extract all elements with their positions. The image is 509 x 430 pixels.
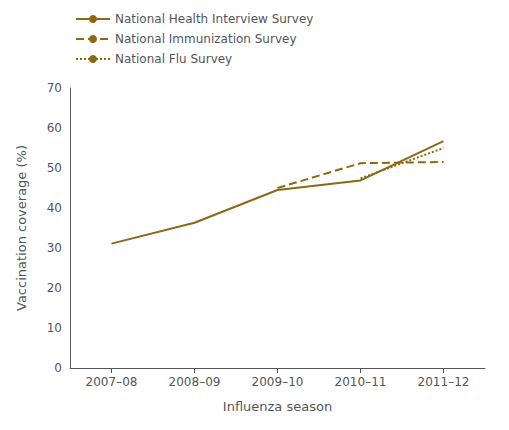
svg-text:50: 50	[47, 161, 62, 175]
svg-text:2007–08: 2007–08	[86, 375, 138, 389]
svg-text:National Immunization Survey: National Immunization Survey	[115, 32, 296, 46]
svg-text:Vaccination coverage (%): Vaccination coverage (%)	[14, 145, 29, 311]
svg-text:2008–09: 2008–09	[169, 375, 221, 389]
svg-text:70: 70	[47, 81, 62, 95]
svg-text:0: 0	[54, 361, 62, 375]
svg-text:40: 40	[47, 201, 62, 215]
svg-text:2011–12: 2011–12	[418, 375, 470, 389]
svg-text:20: 20	[47, 281, 62, 295]
svg-text:2010–11: 2010–11	[335, 375, 387, 389]
svg-text:Influenza season: Influenza season	[223, 399, 332, 414]
svg-text:2009–10: 2009–10	[252, 375, 304, 389]
svg-text:10: 10	[47, 321, 62, 335]
svg-text:National Flu Survey: National Flu Survey	[115, 52, 232, 66]
svg-text:60: 60	[47, 121, 62, 135]
svg-text:30: 30	[47, 241, 62, 255]
svg-text:National Health Interview Surv: National Health Interview Survey	[115, 12, 313, 26]
